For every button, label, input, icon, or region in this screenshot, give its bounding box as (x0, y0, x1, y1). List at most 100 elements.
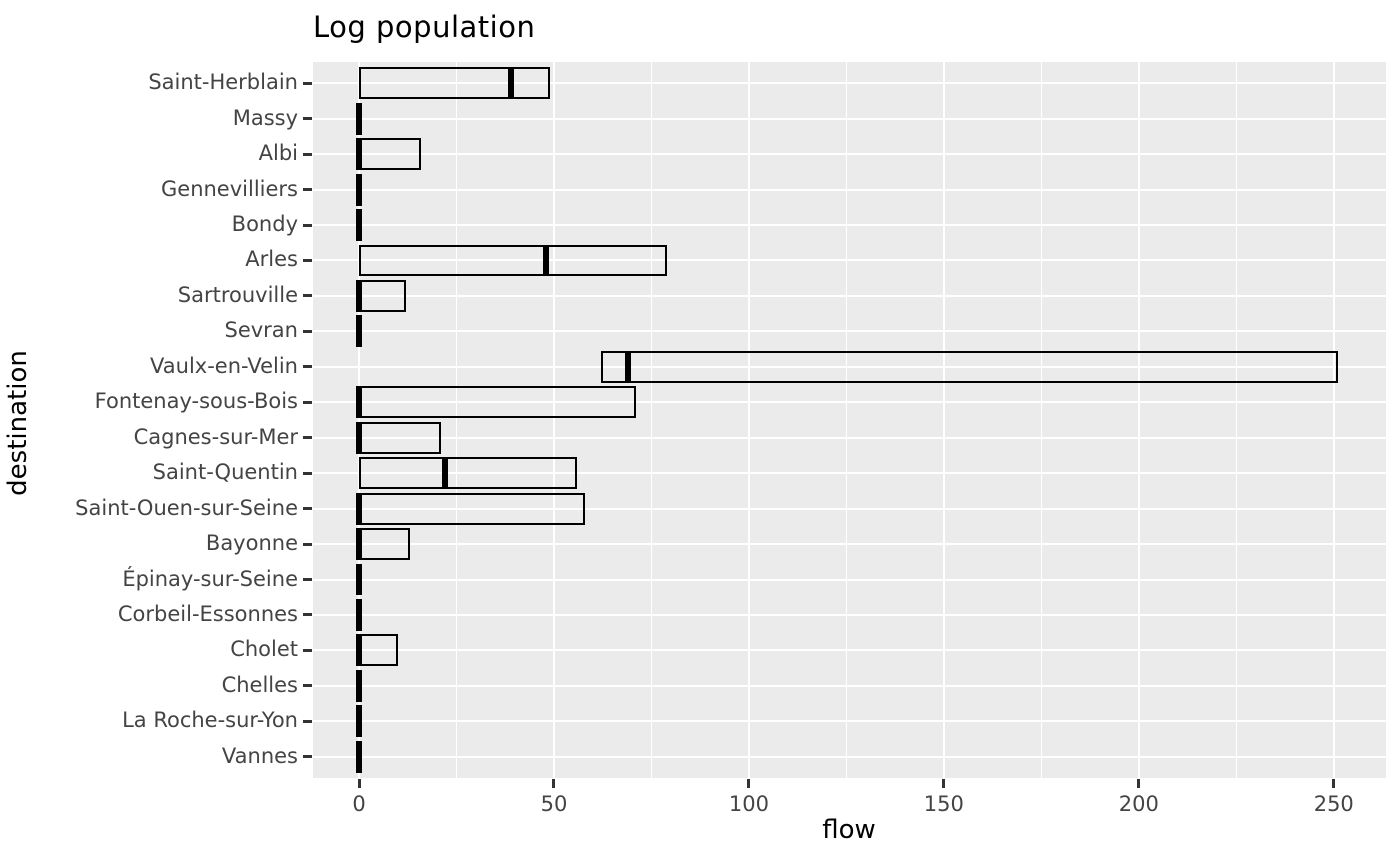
gridline-x-minor (1235, 62, 1237, 778)
gridline-x-minor (650, 62, 652, 778)
y-tick-mark (303, 542, 312, 546)
y-tick-mark (303, 507, 312, 511)
crossbar-middle-line (356, 315, 362, 348)
y-tick-label: Chelles (221, 672, 298, 697)
y-tick-label: Épinay-sur-Seine (122, 566, 298, 591)
crossbar-middle-line (356, 705, 362, 738)
y-tick-mark (303, 613, 312, 617)
gridline-x-major (1332, 62, 1335, 778)
y-tick-label: Cholet (230, 637, 298, 662)
y-tick-label: Fontenay-sous-Bois (94, 389, 298, 414)
crossbar (359, 244, 668, 277)
x-tick-mark (1137, 779, 1141, 788)
gridline-y-major (313, 365, 1386, 368)
x-tick-label: 200 (1118, 792, 1159, 816)
gridline-y-major (313, 153, 1386, 156)
gridline-x-major (747, 62, 750, 778)
crossbar-middle-line (356, 386, 362, 419)
gridline-y-major (313, 543, 1386, 546)
plot-panel (313, 62, 1386, 778)
y-tick-label: Sevran (224, 318, 299, 343)
chart-title: Log population (313, 10, 536, 44)
gridline-y-major (313, 507, 1386, 510)
gridline-y-major (313, 82, 1386, 85)
y-tick-mark (303, 365, 312, 369)
x-tick-label: 250 (1313, 792, 1354, 816)
x-tick-mark (747, 779, 751, 788)
gridline-y-major (313, 649, 1386, 652)
y-tick-mark (303, 578, 312, 581)
gridline-y-major (313, 224, 1386, 227)
crossbar-middle-line (508, 67, 514, 100)
gridline-y-major (313, 259, 1386, 262)
x-tick-label: 0 (352, 792, 366, 816)
crossbar-middle-line (356, 740, 362, 773)
crossbar-middle-line (543, 244, 549, 277)
crossbar-middle-line (356, 279, 362, 312)
y-tick-mark (303, 117, 312, 121)
gridline-y-major (313, 188, 1386, 191)
crossbar-middle-line (356, 634, 362, 667)
y-tick-label: Sartrouville (177, 282, 298, 307)
x-tick-label: 100 (728, 792, 769, 816)
crossbar-middle-line (356, 209, 362, 241)
crossbar (600, 350, 1338, 383)
y-tick-mark (303, 400, 312, 404)
crossbar-middle-line (442, 457, 448, 490)
crossbar-middle-line (356, 173, 362, 206)
y-tick-label: Corbeil-Essonnes (117, 601, 298, 626)
gridline-y-major (313, 578, 1386, 581)
y-tick-label: Saint-Ouen-sur-Seine (75, 495, 298, 520)
y-tick-label: Saint-Quentin (152, 460, 298, 485)
y-tick-mark (303, 684, 312, 688)
y-tick-label: Gennevilliers (161, 176, 298, 201)
x-tick-mark (357, 779, 361, 788)
x-axis-title: flow (822, 815, 876, 845)
gridline-y-major (313, 294, 1386, 297)
y-tick-label: Vannes (221, 743, 298, 768)
crossbar-middle-line (356, 102, 362, 135)
gridline-y-major (313, 472, 1386, 475)
gridline-x-minor (455, 62, 457, 778)
gridline-y-major (313, 684, 1386, 687)
y-tick-mark (303, 436, 312, 440)
y-tick-label: Bondy (231, 212, 298, 237)
y-tick-label: Saint-Herblain (148, 70, 298, 95)
gridline-x-minor (845, 62, 847, 778)
y-tick-mark (303, 329, 312, 333)
y-tick-mark (303, 648, 312, 652)
crossbar (359, 386, 636, 419)
gridline-x-major (358, 62, 360, 778)
y-tick-mark (303, 81, 312, 85)
y-tick-mark (303, 152, 312, 156)
y-tick-mark (303, 755, 312, 759)
crossbar (359, 457, 578, 490)
y-tick-label: Albi (258, 141, 298, 166)
y-tick-mark (303, 223, 312, 227)
crossbar-middle-line (356, 421, 362, 454)
x-tick-mark (1332, 779, 1336, 788)
y-tick-label: Arles (245, 247, 298, 272)
crossbar (359, 138, 422, 171)
crossbar (359, 634, 398, 667)
crossbar-middle-line (356, 492, 362, 525)
crossbar-middle-line (356, 563, 362, 596)
y-tick-label: Cagnes-sur-Mer (133, 424, 298, 449)
gridline-x-major (1137, 62, 1140, 778)
crossbar (359, 528, 410, 560)
gridline-x-major (942, 62, 945, 778)
crossbar-middle-line (356, 138, 362, 171)
crossbar (359, 421, 441, 454)
y-tick-mark (303, 258, 312, 262)
crossbar-middle-line (356, 669, 362, 702)
x-tick-label: 50 (540, 792, 568, 816)
y-tick-label: La Roche-sur-Yon (122, 708, 298, 733)
y-tick-label: Vaulx-en-Velin (150, 353, 298, 378)
gridline-y-major (313, 613, 1386, 616)
crossbar-middle-line (625, 350, 631, 383)
gridline-y-major (313, 720, 1386, 723)
y-tick-label: Bayonne (205, 531, 298, 556)
gridline-x-minor (1040, 62, 1042, 778)
gridline-y-major (313, 330, 1386, 333)
y-tick-mark (303, 719, 312, 723)
